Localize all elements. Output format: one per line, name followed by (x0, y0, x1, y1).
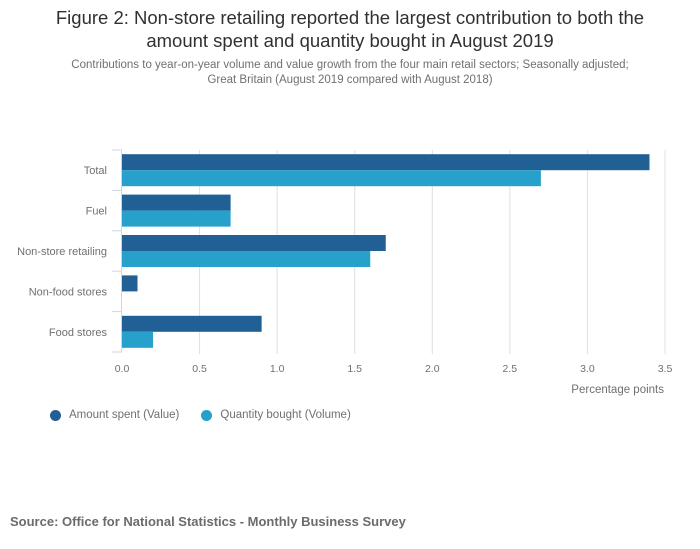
bar-value[interactable] (122, 275, 138, 292)
category-label: Total (84, 165, 107, 177)
bars (122, 154, 650, 348)
value-axis: 0.0 0.5 1.0 1.5 2.0 2.5 3.0 3.5 (115, 363, 673, 375)
legend: Amount spent (Value) Quantity bought (Vo… (50, 409, 373, 421)
bar-volume[interactable] (122, 331, 154, 348)
chart-subtitle-line-2: Great Britain (August 2019 compared with… (207, 74, 493, 86)
category-label: Non-food stores (29, 286, 108, 298)
category-label: Food stores (49, 327, 108, 339)
category-label: Non-store retailing (17, 246, 107, 258)
x-tick-label: 0.0 (115, 363, 130, 375)
bar-value[interactable] (122, 194, 231, 211)
legend-label: Quantity bought (Volume) (220, 409, 351, 421)
legend-item-volume[interactable]: Quantity bought (Volume) (201, 409, 351, 421)
bar-value[interactable] (122, 154, 650, 171)
category-label: Fuel (86, 206, 107, 218)
x-tick-label: 1.0 (270, 363, 285, 375)
legend-label: Amount spent (Value) (69, 409, 180, 421)
chart-title: Figure 2: Non-store retailing reported t… (0, 6, 700, 52)
legend-dot-icon (201, 409, 213, 421)
bar-value[interactable] (122, 315, 262, 332)
x-axis-title: Percentage points (571, 384, 664, 396)
chart-subtitle: Contributions to year-on-year volume and… (0, 58, 700, 88)
source-note: Source: Office for National Statistics -… (10, 514, 406, 529)
bar-volume[interactable] (122, 170, 541, 187)
category-axis: Total Fuel Non-store retailing Non-food sto… (17, 149, 122, 353)
chart-subtitle-line-1: Contributions to year-on-year volume and… (71, 59, 629, 71)
legend-dot-icon (50, 409, 61, 421)
x-tick-label: 3.0 (580, 363, 595, 375)
x-tick-label: 0.5 (192, 363, 207, 375)
legend-item-value[interactable]: Amount spent (Value) (50, 409, 179, 421)
chart-title-line-1: Figure 2: Non-store retailing reported t… (55, 7, 645, 28)
chart-title-line-2: amount spent and quantity bought in Augu… (146, 30, 554, 51)
bar-volume[interactable] (122, 210, 231, 227)
x-tick-label: 2.5 (503, 363, 518, 375)
x-tick-label: 3.5 (658, 363, 673, 375)
bar-value[interactable] (122, 235, 386, 251)
x-tick-label: 2.0 (425, 363, 440, 375)
x-tick-label: 1.5 (347, 363, 362, 375)
bar-volume[interactable] (122, 251, 371, 267)
